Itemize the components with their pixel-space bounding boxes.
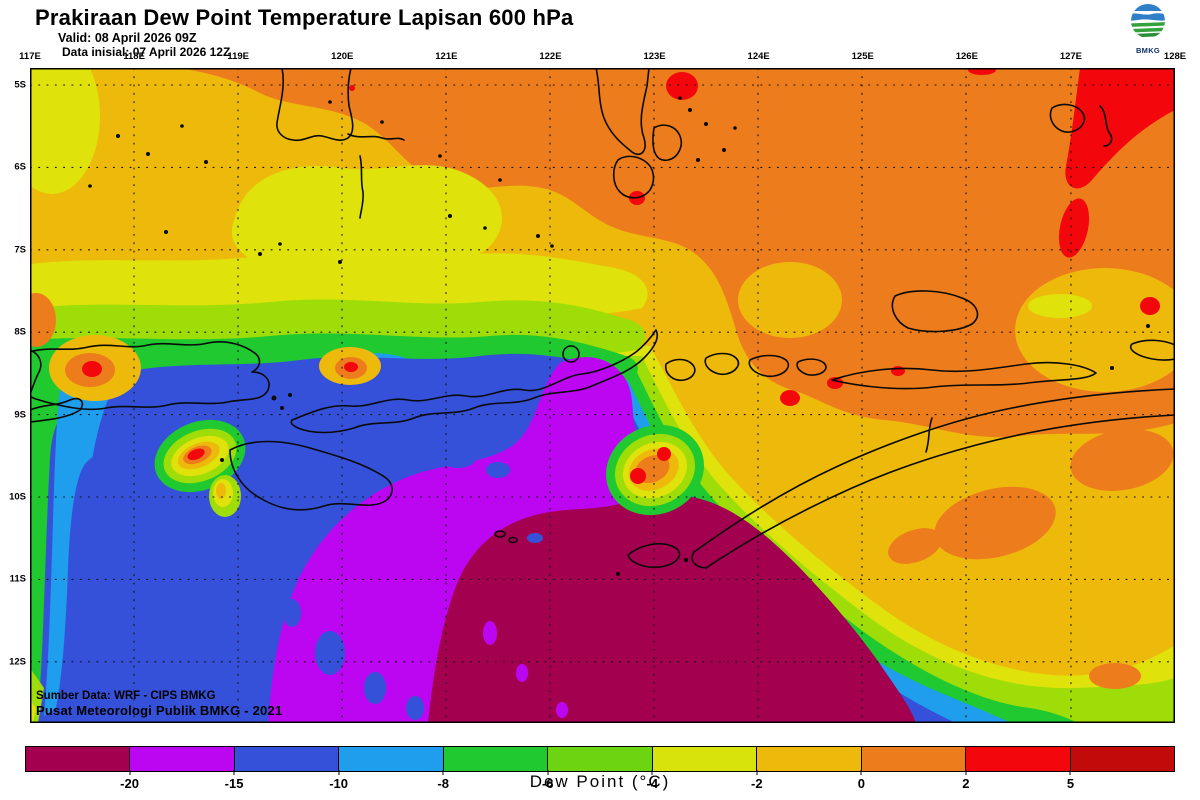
color-scale-bar [25, 746, 1175, 772]
lon-label: 122E [539, 51, 562, 62]
legend-tick-label: -6 [541, 776, 554, 791]
legend-tick-label: -4 [646, 776, 659, 791]
legend-color-cell [339, 747, 444, 771]
legend-tick-label: 5 [1066, 776, 1075, 791]
lat-label: 7S [14, 244, 26, 256]
legend-tick-mark [129, 770, 131, 775]
lon-label: 118E [123, 51, 145, 62]
legend-color-cell [548, 747, 653, 771]
legend-tick-label: -10 [329, 776, 349, 791]
lon-label: 119E [227, 51, 250, 62]
bmkg-logo: BMKG [1126, 2, 1170, 55]
lon-label: 121E [435, 51, 458, 62]
legend-color-cell [861, 747, 967, 771]
bmkg-logo-text: BMKG [1135, 46, 1161, 55]
lon-label: 120E [331, 51, 354, 62]
legend-color-cell [443, 747, 549, 771]
legend-color-cell [130, 747, 235, 771]
lon-label: 124E [747, 51, 770, 62]
legend-tick-mark [338, 770, 340, 775]
legend-tick-label: -2 [751, 776, 763, 791]
lon-label: 125E [851, 51, 874, 62]
lon-label: 126E [955, 51, 978, 62]
page-title: Prakiraan Dew Point Temperature Lapisan … [35, 5, 574, 30]
legend-tick-mark [1069, 770, 1071, 775]
legend-tick-label: -15 [224, 776, 244, 791]
legend-tick-mark [860, 770, 862, 775]
weather-map [30, 68, 1175, 723]
bmkg-logo-icon [1131, 4, 1165, 38]
legend-color-cell [1070, 747, 1174, 771]
legend-color-cell [757, 747, 862, 771]
lon-label: 117E [19, 51, 41, 62]
publisher-credit: Pusat Meteorologi Publik BMKG - 2021 [36, 703, 283, 718]
data-source-credit: Sumber Data: WRF - CIPS BMKG [36, 690, 216, 702]
legend-tick-mark [651, 770, 653, 775]
legend-tick-mark [547, 770, 549, 775]
legend-color-cell [234, 747, 340, 771]
legend-tick-label: -8 [437, 776, 449, 791]
lat-label: 9S [14, 409, 26, 421]
legend-tick-label: 0 [857, 776, 865, 791]
lon-label: 123E [643, 51, 666, 62]
lat-label: 6S [14, 161, 26, 173]
weather-map-canvas [30, 68, 1175, 723]
lat-label: 12S [9, 656, 26, 668]
legend-tick-mark [756, 770, 758, 775]
lat-label: 11S [9, 573, 26, 585]
lat-label: 8S [14, 326, 26, 338]
legend-title: Dew Point (°C) [529, 772, 671, 791]
initial-data-label: Data inisial: 07 April 2026 12Z [62, 45, 231, 59]
legend-tick-mark [442, 770, 444, 775]
legend-tick-mark [965, 770, 967, 775]
lat-label: 10S [9, 491, 26, 503]
lon-label: 128E [1163, 51, 1187, 62]
legend-color-cell [652, 747, 758, 771]
legend-color-cell [966, 747, 1071, 771]
lon-label: 127E [1059, 51, 1082, 62]
legend-color-cell [26, 747, 131, 771]
legend-tick-label: 2 [962, 776, 970, 791]
legend-tick-mark [233, 770, 235, 775]
lat-label: 5S [14, 79, 26, 91]
legend-tick-label: -20 [120, 776, 139, 791]
valid-time-label: Valid: 08 April 2026 09Z [58, 31, 197, 45]
